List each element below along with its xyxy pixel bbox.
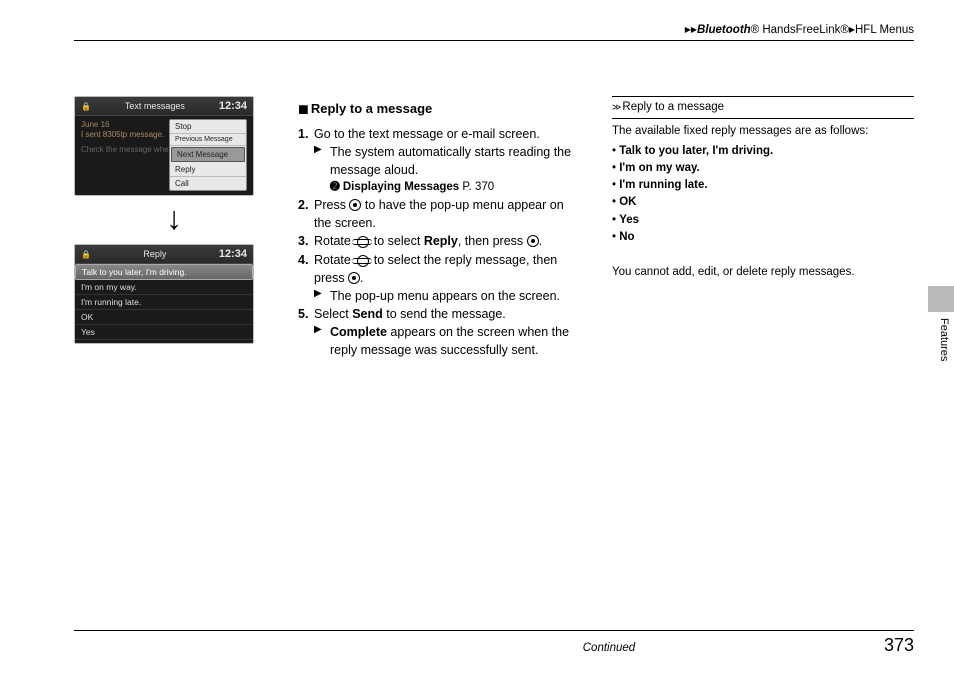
reply-message-item: Talk to you later, I'm driving. <box>612 143 914 160</box>
reply-option: I'm on my way. <box>75 280 253 295</box>
reply-message-item: No <box>612 229 914 246</box>
page-content: 🔒 Text messages 12:34 June 16 I sent 830… <box>74 96 914 359</box>
reply-message-item: Yes <box>612 212 914 229</box>
step-text: Go to the text message or e-mail screen. <box>314 125 578 143</box>
reply-options-list: Talk to you later, I'm driving. I'm on m… <box>75 264 253 344</box>
sub-text: The pop-up menu appears on the screen. <box>330 287 578 305</box>
press-dial-icon <box>349 199 361 211</box>
sub-text: Complete appears on the screen when the … <box>330 323 578 359</box>
popup-item-reply: Reply <box>170 163 246 177</box>
text-messages-screen: 🔒 Text messages 12:34 June 16 I sent 830… <box>74 96 254 196</box>
lock-icon: 🔒 <box>81 102 91 111</box>
registered-mark: ® <box>751 24 759 36</box>
lock-icon: 🔒 <box>81 250 91 259</box>
ref-title: Displaying Messages <box>343 181 459 193</box>
page-footer: Continued 373 <box>74 630 914 656</box>
brand-name: Bluetooth <box>697 24 751 36</box>
rotate-knob-icon <box>354 255 370 265</box>
reply-option: No <box>75 340 253 344</box>
chapter-tab-label: Features <box>938 318 950 361</box>
step-1: 1. Go to the text message or e-mail scre… <box>298 125 578 143</box>
breadcrumb-header: ▶▶Bluetooth® HandsFreeLink®▶HFL Menus <box>74 24 914 41</box>
popup-item-previous: Previous Message <box>170 134 246 146</box>
reply-message-item: I'm on my way. <box>612 160 914 177</box>
chapter-tab-marker <box>928 286 954 312</box>
step-4: 4. Rotate to select the reply message, t… <box>298 251 578 287</box>
popup-item-call: Call <box>170 177 246 190</box>
step-2: 2. Press to have the pop-up menu appear … <box>298 196 578 232</box>
triangle-bullet-icon: ▶ <box>314 287 330 305</box>
press-dial-icon <box>348 272 360 284</box>
sidebar-note: You cannot add, edit, or delete reply me… <box>612 264 914 281</box>
step-1-sub: ▶ The system automatically starts readin… <box>314 143 578 179</box>
sub-text: The system automatically starts reading … <box>330 143 578 179</box>
step-number: 5. <box>298 305 314 323</box>
popup-item-stop: Stop <box>170 120 246 134</box>
continued-label: Continued <box>334 642 884 654</box>
rotate-knob-icon <box>354 236 370 246</box>
down-arrow-icon: ↓ <box>74 202 274 234</box>
cross-reference: ➋ Displaying Messages P. 370 <box>330 179 578 196</box>
triangle-bullet-icon: ▶ <box>314 323 330 359</box>
reply-option: Yes <box>75 325 253 340</box>
sidebar-heading: ≫ Reply to a message <box>612 96 914 119</box>
step-text: Rotate to select Reply, then press . <box>314 232 578 250</box>
clock-display: 12:34 <box>219 100 247 112</box>
step-number: 4. <box>298 251 314 287</box>
step-4-sub: ▶ The pop-up menu appears on the screen. <box>314 287 578 305</box>
screen-titlebar: 🔒 Text messages 12:34 <box>75 97 253 116</box>
square-bullet-icon: ■ <box>298 99 309 119</box>
screen-titlebar: 🔒 Reply 12:34 <box>75 245 253 264</box>
context-popup: Stop Previous Message Next Message Reply… <box>169 119 247 191</box>
reply-screen: 🔒 Reply 12:34 Talk to you later, I'm dri… <box>74 244 254 344</box>
screen-title: Reply <box>143 249 166 259</box>
book-icon: ➋ <box>330 181 343 193</box>
step-text: Press to have the pop-up menu appear on … <box>314 196 578 232</box>
section-name: HFL Menus <box>855 24 914 36</box>
sidebar-column: ≫ Reply to a message The available fixed … <box>612 96 914 359</box>
reply-option: Talk to you later, I'm driving. <box>75 264 253 280</box>
ref-page: P. 370 <box>462 181 494 193</box>
reply-option: OK <box>75 310 253 325</box>
chevron-icon: ▶▶ <box>685 25 697 34</box>
reply-option: I'm running late. <box>75 295 253 310</box>
section-heading: ■Reply to a message <box>298 96 578 122</box>
step-5-sub: ▶ Complete appears on the screen when th… <box>314 323 578 359</box>
reply-message-item: I'm running late. <box>612 177 914 194</box>
product-name: HandsFreeLink <box>762 24 840 36</box>
instructions-column: ■Reply to a message 1. Go to the text me… <box>298 96 578 359</box>
step-number: 3. <box>298 232 314 250</box>
press-dial-icon <box>527 235 539 247</box>
heading-text: Reply to a message <box>311 101 432 116</box>
step-3: 3. Rotate to select Reply, then press . <box>298 232 578 250</box>
triangle-bullet-icon: ▶ <box>314 143 330 179</box>
step-number: 2. <box>298 196 314 232</box>
reply-message-item: OK <box>612 194 914 211</box>
page-number: 373 <box>884 635 914 656</box>
step-text: Select Send to send the message. <box>314 305 578 323</box>
screenshot-column: 🔒 Text messages 12:34 June 16 I sent 830… <box>74 96 274 359</box>
sidebar-heading-text: Reply to a message <box>622 101 724 113</box>
step-5: 5. Select Send to send the message. <box>298 305 578 323</box>
registered-mark: ® <box>840 24 848 36</box>
step-text: Rotate to select the reply message, then… <box>314 251 578 287</box>
step-number: 1. <box>298 125 314 143</box>
clock-display: 12:34 <box>219 248 247 260</box>
popup-item-next: Next Message <box>171 147 245 162</box>
double-chevron-icon: ≫ <box>612 102 618 112</box>
sidebar-intro: The available fixed reply messages are a… <box>612 123 914 140</box>
screen-title: Text messages <box>125 101 185 111</box>
reply-messages-list: Talk to you later, I'm driving. I'm on m… <box>612 143 914 247</box>
